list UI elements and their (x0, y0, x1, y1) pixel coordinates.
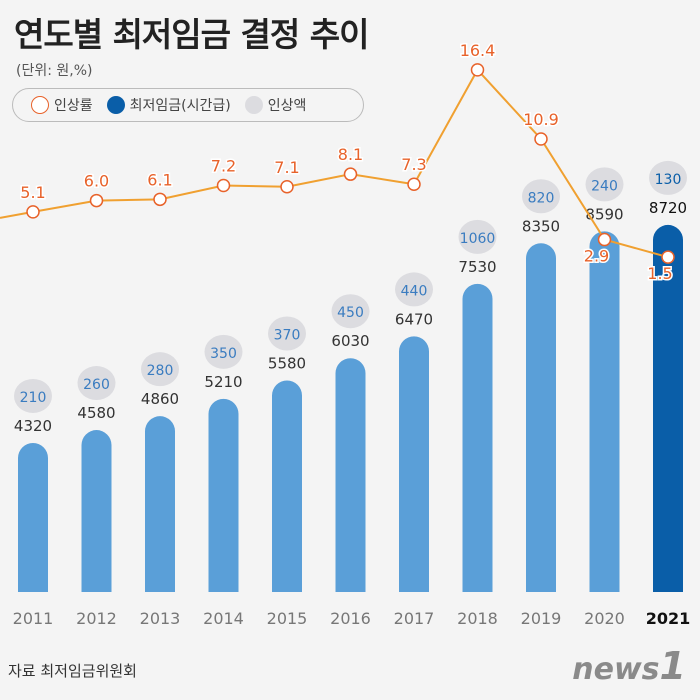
x-tick-2013: 2013 (140, 609, 181, 628)
rate-point-2013 (153, 192, 167, 207)
increase-label-2018: 1060 (460, 231, 496, 247)
increase-bubble-2012 (77, 366, 116, 401)
increase-label-2019: 820 (528, 190, 555, 206)
rate-label-2016: 8.1 (338, 145, 363, 164)
bar-2021 (653, 224, 683, 592)
bar-2019 (526, 243, 556, 592)
increase-label-2015: 370 (274, 328, 301, 344)
wage-label-2013: 4860 (141, 390, 179, 408)
wage-label-2020: 8590 (585, 205, 623, 223)
unit-label: (단위: 원,%) (16, 63, 93, 79)
wage-label-2016: 6030 (331, 332, 369, 350)
increase-label-2012: 260 (83, 377, 110, 393)
rate-label-2012: 6.0 (84, 172, 109, 191)
x-tick-2017: 2017 (394, 609, 435, 628)
bar-2012 (81, 430, 112, 592)
chart-title: 연도별 최저임금 결정 추이 (14, 15, 369, 54)
x-tick-2021: 2021 (646, 609, 691, 628)
rate-label-2014: 7.2 (211, 156, 236, 175)
increase-bubble-2019 (522, 179, 560, 214)
wage-label-2019: 8350 (522, 217, 560, 235)
bar-2017 (399, 336, 429, 592)
legend: 인상률 최저임금(시간급) 인상액 (12, 88, 364, 122)
increase-bubble-2014 (204, 334, 243, 369)
legend-item-wage: 최저임금(시간급) (106, 95, 231, 115)
x-tick-2019: 2019 (521, 609, 562, 628)
rate-label-2020: 2.9 (584, 247, 609, 266)
increase-label-2011: 210 (20, 390, 47, 406)
wage-label-2015: 5580 (268, 355, 306, 373)
rate-point-2011 (26, 205, 40, 219)
increase-bubble-2011 (14, 378, 52, 413)
bar-2015 (272, 380, 302, 592)
rate-label-2017: 7.3 (401, 155, 426, 174)
rate-point-2017 (407, 177, 421, 191)
rate-point-2015 (280, 180, 294, 194)
increase-label-2020: 240 (591, 178, 618, 194)
rate-line (0, 68, 669, 259)
increase-label-2014: 350 (210, 346, 237, 362)
bar-2013 (145, 416, 175, 592)
rate-point-2020 (597, 232, 612, 247)
legend-increase-marker (244, 96, 263, 114)
rate-point-2019 (534, 132, 548, 146)
source-note: 자료 최저임금위원회 (8, 662, 137, 680)
rate-point-2016 (343, 167, 358, 181)
increase-label-2021: 130 (655, 172, 682, 188)
rate-label-2013: 6.1 (147, 170, 172, 189)
bar-2016 (335, 358, 366, 592)
x-tick-2018: 2018 (457, 609, 498, 628)
rate-point-2014 (216, 178, 231, 193)
rate-label-2021: 1.5 (647, 264, 672, 283)
x-tick-2012: 2012 (76, 609, 117, 628)
wage-label-2021: 8720 (649, 199, 687, 217)
increase-bubble-2015 (268, 316, 306, 351)
rate-label-2011: 5.1 (20, 183, 45, 202)
legend-wage-marker (106, 96, 125, 114)
legend-rate-label: 인상률 (54, 98, 93, 114)
rate-label-2019: 10.9 (523, 110, 559, 129)
increase-label-2017: 440 (401, 283, 428, 299)
legend-item-rate: 인상률 (31, 95, 93, 115)
legend-wage-label: 최저임금(시간급) (129, 98, 231, 114)
x-tick-2011: 2011 (13, 609, 54, 628)
bar-2011 (18, 442, 49, 592)
rate-label-2015: 7.1 (274, 158, 299, 177)
increase-bubble-2016 (331, 294, 370, 329)
bar-2018 (462, 283, 493, 592)
rate-label-2018: 16.4 (460, 41, 496, 60)
increase-label-2016: 450 (337, 305, 364, 321)
rate-point-2012 (89, 193, 104, 208)
increase-bubble-2018 (458, 219, 497, 254)
increase-label-2013: 280 (147, 363, 174, 379)
bar-2014 (208, 398, 239, 592)
increase-bubble-2021 (649, 160, 687, 195)
legend-increase-label: 인상액 (267, 98, 307, 114)
legend-rate-marker (31, 96, 49, 114)
news1-logo: news1 (572, 644, 686, 688)
increase-bubble-2020 (585, 167, 624, 202)
increase-bubble-2017 (395, 272, 433, 307)
x-tick-2020: 2020 (584, 609, 625, 628)
legend-item-increase: 인상액 (244, 95, 307, 115)
bar-2020 (589, 231, 620, 592)
rate-point-2018 (470, 63, 485, 77)
wage-label-2012: 4580 (77, 404, 115, 422)
wage-label-2011: 4320 (14, 417, 52, 435)
x-tick-2014: 2014 (203, 609, 244, 628)
wage-label-2014: 5210 (204, 373, 242, 391)
wage-label-2017: 6470 (395, 310, 433, 328)
increase-bubble-2013 (141, 352, 179, 387)
x-tick-2016: 2016 (330, 609, 371, 628)
x-tick-2015: 2015 (267, 609, 308, 628)
rate-point-2021 (661, 250, 675, 264)
wage-label-2018: 7530 (458, 258, 496, 276)
